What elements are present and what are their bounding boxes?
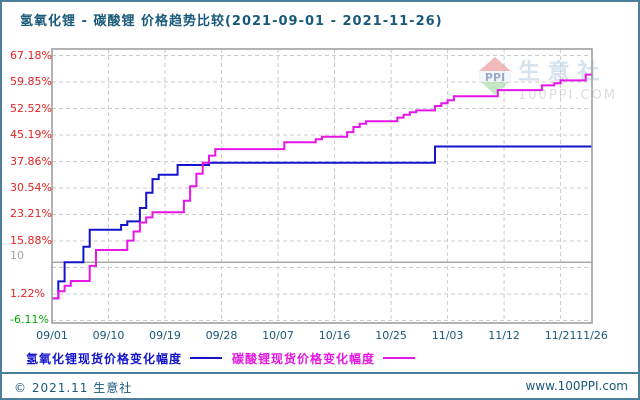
x-axis-label: 09/28 [205, 329, 238, 342]
x-axis-label: 10/25 [375, 329, 407, 342]
series-line-lithium-hydroxide [52, 145, 592, 300]
y-axis-label: 52.52% [10, 101, 52, 115]
x-axis-label: 09/19 [149, 329, 181, 342]
y-axis-label: 23.21% [10, 207, 52, 221]
x-axis-label: 09/10 [92, 329, 125, 342]
legend-label-lithium-carbonate: 碳酸锂现货价格变化幅度 [232, 351, 376, 366]
watermark-logo-base [480, 81, 510, 95]
legend-label-lithium-hydroxide: 氢氧化锂现货价格变化幅度 [26, 351, 183, 366]
chart-legend: 氢氧化锂现货价格变化幅度 碳酸锂现货价格变化幅度 [2, 346, 638, 370]
x-axis-label: 11/03 [431, 329, 464, 342]
y-axis-label: -6.11% [10, 313, 49, 327]
watermark-logo-text: PPI [485, 71, 505, 84]
plot-border [51, 48, 593, 324]
legend-item-lithium-hydroxide: 氢氧化锂现货价格变化幅度 [26, 350, 223, 367]
watermark: PPI 生 意 社 100PPI.COM [478, 57, 617, 103]
legend-item-lithium-carbonate: 碳酸锂现货价格变化幅度 [232, 350, 416, 367]
x-axis-label: 11/12 [488, 329, 520, 342]
footer-site-link[interactable]: www.100PPI.com [525, 379, 628, 393]
legend-line-sample-blue [190, 357, 223, 359]
watermark-brand-text: 生 意 社 [518, 59, 599, 85]
x-axis-label: 10/07 [262, 329, 294, 342]
footer-copyright: © 2021.11 生意社 [14, 381, 133, 395]
y-axis-label: 45.19% [10, 128, 52, 141]
footer-bar: © 2021.11 生意社 www.100PPI.com [2, 372, 638, 398]
y-axis-label: 37.86% [10, 154, 52, 168]
watermark-logo-roof [478, 57, 512, 72]
legend-line-sample-magenta [383, 357, 416, 359]
y-axis-label: 59.85% [10, 75, 52, 88]
x-axis-label: 11/21 [544, 329, 577, 342]
chart-title: 氢氧化锂 - 碳酸锂 价格趋势比较(2021-09-01 - 2021-11-2… [20, 14, 443, 29]
watermark-domain-text: 100PPI.COM [518, 88, 617, 103]
series-line-lithium-carbonate [52, 73, 592, 300]
y-axis-label: 15.88% [10, 233, 52, 247]
y-axis-label: 1.22% [10, 286, 45, 300]
y-axis-label: 67.18% [10, 48, 52, 62]
x-axis-label: 11/26 [576, 329, 608, 342]
watermark-logo-band [479, 71, 511, 82]
x-axis-label: 09/01 [36, 329, 68, 342]
y-axis-label: 10 [10, 249, 24, 263]
x-axis-label: 10/16 [318, 329, 351, 342]
y-axis-label: 30.54% [10, 180, 52, 194]
